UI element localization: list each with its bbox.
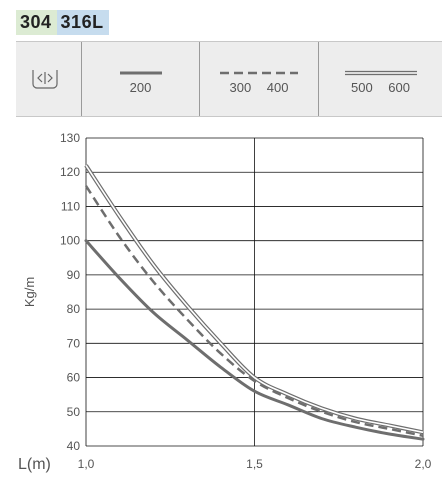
x-tick-label-2: 2,0 — [415, 457, 432, 471]
legend-cell-dashed: 300 400 — [200, 42, 319, 116]
y-tick-label-50: 50 — [67, 405, 81, 419]
dashed-line-sample — [220, 69, 298, 77]
double-line-sample — [344, 69, 417, 77]
series-line-dashed — [84, 185, 424, 437]
legend-label-solid: 200 — [129, 80, 152, 95]
series-line-solid — [84, 239, 425, 441]
y-tick-label-80: 80 — [67, 302, 81, 316]
y-tick-label-130: 130 — [60, 131, 80, 145]
legend-cell-double: 500 600 — [319, 42, 442, 116]
y-tick-label-90: 90 — [67, 268, 81, 282]
y-tick-label-60: 60 — [67, 371, 81, 385]
grade-badge-304: 304 — [16, 10, 57, 35]
legend-table: 200 300 400 500 600 — [16, 41, 442, 117]
legend-label-dashed: 300 400 — [229, 80, 289, 95]
x-axis-title: L(m) — [18, 456, 51, 473]
x-tick-label-1: 1,5 — [246, 457, 263, 471]
chart-canvas: 130 120 110 100 90 80 70 60 50 40 1,0 1,5 2,0 Kg/m L(m… — [18, 131, 432, 473]
grade-badges: 304 316L — [16, 10, 109, 35]
legend-cell-icon — [16, 42, 82, 116]
legend-label-double: 500 600 — [351, 80, 410, 95]
y-tick-label-110: 110 — [61, 199, 80, 213]
weight-length-chart: 130 120 110 100 90 80 70 60 50 40 1,0 1,5 2,0 Kg/m L(m… — [0, 128, 446, 479]
y-tick-label-100: 100 — [60, 234, 80, 248]
x-tick-label-0: 1,0 — [78, 457, 95, 471]
series-line-double-inner — [85, 164, 424, 434]
y-tick-label-70: 70 — [67, 336, 81, 350]
width-arrows-icon — [32, 70, 58, 89]
solid-line-sample — [119, 69, 162, 77]
grade-badge-316l: 316L — [56, 10, 109, 35]
y-tick-label-120: 120 — [60, 165, 80, 179]
y-axis-title: Kg/m — [22, 277, 37, 307]
legend-cell-solid: 200 — [82, 42, 200, 116]
y-tick-label-40: 40 — [67, 439, 81, 453]
